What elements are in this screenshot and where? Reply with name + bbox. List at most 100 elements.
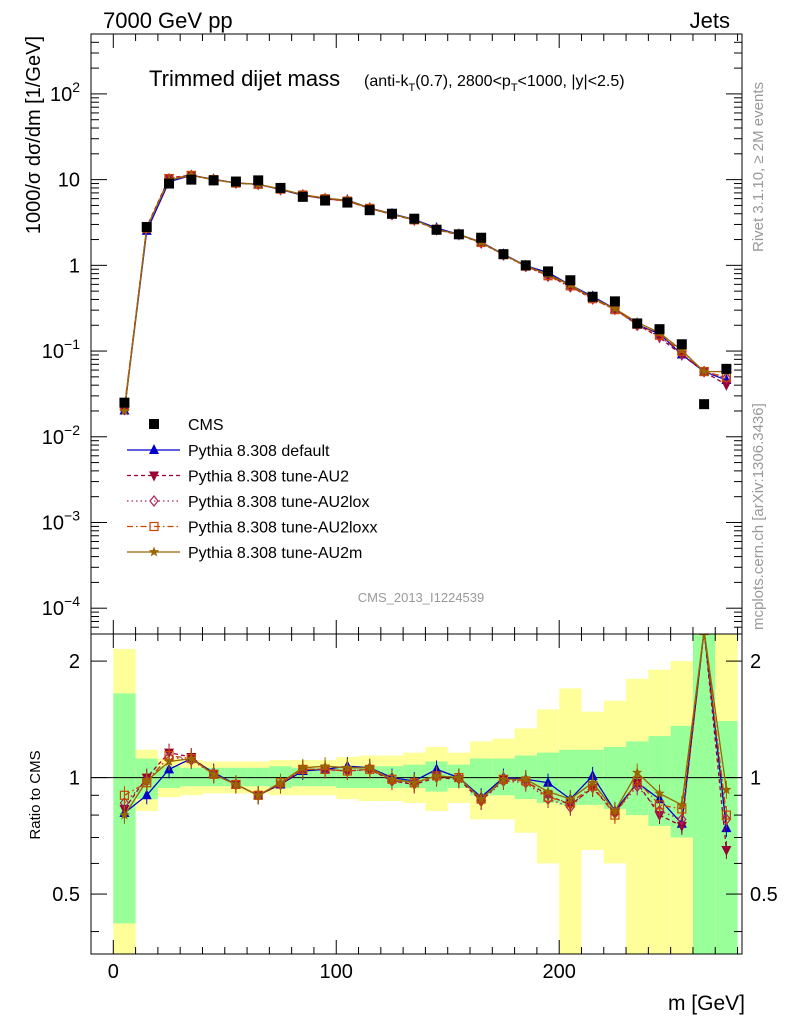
data-point	[409, 213, 420, 224]
data-point	[587, 291, 598, 302]
ratio-point-au2loxx	[119, 790, 130, 800]
main-plot: 0 100 200 10−4 10−3 10−2 10−1 1 10 102 0.5 0.5 1 1 2 2	[42, 33, 778, 983]
legend-label-au2: Pythia 8.308 tune-AU2	[188, 469, 349, 486]
ratio-point-au2lox	[677, 813, 687, 826]
x-tick-label: 0	[108, 961, 119, 983]
ratio-y-axis-label: Ratio to CMS	[27, 750, 44, 839]
data-point	[253, 175, 264, 186]
ratio-tick-label-right: 2	[750, 651, 761, 673]
y-tick-label: 102	[50, 79, 80, 106]
data-point	[342, 197, 353, 208]
ratio-point-default	[141, 789, 152, 800]
ratio-point-au2m	[409, 777, 420, 788]
data-point	[721, 363, 732, 374]
plot-title: Trimmed dijet mass (anti-kT(0.7), 2800<p…	[149, 66, 625, 94]
ratio-point-au2m	[453, 772, 465, 782]
legend-marker-au2m	[148, 546, 160, 557]
x-tick-label: 200	[542, 961, 575, 983]
data-point	[141, 222, 152, 233]
ratio-point-au2m	[542, 786, 554, 796]
ratio-line-au2m	[123, 634, 728, 816]
ratio-point-au2loxx	[721, 810, 731, 820]
data-point	[386, 208, 397, 219]
ratio-point-au2m	[700, 634, 708, 635]
data-point	[520, 260, 531, 271]
ratio-point-au2m	[163, 756, 175, 766]
ratio-point-au2m	[364, 762, 375, 773]
point-au2lox	[677, 347, 687, 360]
data-point	[297, 191, 308, 202]
ratio-point-au2m	[565, 793, 576, 804]
legend-label-data: CMS	[188, 417, 224, 434]
legend-marker-au2lox	[149, 495, 159, 507]
data-point	[632, 318, 643, 329]
legend-marker-data	[149, 419, 159, 429]
ratio-point-au2m	[676, 799, 687, 810]
main-curves	[119, 169, 732, 416]
ratio-point-au2m	[654, 787, 665, 798]
point-au2	[721, 380, 732, 391]
band-inner-bin	[470, 758, 493, 796]
band-inner-bin	[247, 767, 270, 787]
data-point	[364, 205, 375, 216]
data-point	[565, 275, 576, 286]
ratio-point-au2m	[431, 770, 442, 781]
data-point	[431, 224, 442, 235]
ratio-point-au2m	[319, 760, 331, 771]
ratio-point-au2m	[520, 773, 531, 784]
series-line-au2loxx	[123, 174, 727, 407]
y-tick-label: 10−3	[42, 507, 80, 534]
side-label-mcplots: mcplots.cern.ch [arXiv:1306.3436]	[750, 403, 767, 630]
y-tick-label: 1	[69, 255, 80, 277]
ratio-point-au2m	[632, 767, 643, 778]
ratio-point-au2m	[475, 793, 487, 804]
watermark: CMS_2013_I1224539	[358, 590, 485, 605]
ratio-tick-label: 1	[69, 768, 80, 790]
ratio-tick-label: 0.5	[52, 884, 80, 906]
ratio-point-au2m	[342, 762, 353, 773]
ratio-frame	[90, 633, 743, 955]
ratio-point-au2m	[253, 789, 264, 800]
data-point	[164, 178, 175, 189]
ratio-line-default	[124, 634, 728, 829]
y-tick-label: 10−4	[42, 593, 80, 620]
ratio-point-au2m	[119, 809, 130, 820]
data-point	[453, 229, 464, 240]
y-tick-label: 10	[58, 170, 80, 192]
band-outer-bin	[626, 678, 649, 954]
data-point	[320, 195, 331, 206]
legend-label-default: Pythia 8.308 default	[188, 443, 330, 460]
ratio-point-au2loxx	[699, 634, 709, 636]
ratio-point-au2m	[186, 753, 197, 763]
data-point	[498, 249, 509, 260]
ratio-point-au2m	[386, 773, 398, 784]
x-axis-label: m [GeV]	[668, 992, 745, 1015]
ratio-point-au2m	[609, 805, 621, 816]
ratio-point-au2m	[297, 762, 308, 773]
ratio-point-au2m	[275, 777, 286, 788]
data-point	[476, 232, 487, 243]
ratio-point-au2m	[587, 777, 598, 788]
ratio-point-default	[699, 634, 710, 635]
ratio-point-default	[543, 776, 554, 787]
ratio-tick-label-right: 1	[750, 768, 761, 790]
data-point	[275, 182, 286, 193]
data-point	[676, 339, 687, 350]
point-au2m	[119, 405, 130, 416]
series-line-au2m	[123, 174, 727, 412]
point-au2m	[609, 303, 621, 314]
ratio-tick-label-right: 0.5	[750, 884, 778, 906]
legend-label-au2m: Pythia 8.308 tune-AU2m	[188, 545, 362, 562]
ratio-point-au2m	[498, 773, 509, 784]
data-point	[654, 324, 665, 335]
ratio-tick-label: 2	[69, 651, 80, 673]
y-tick-label: 10−2	[42, 422, 80, 449]
band-inner-bin	[692, 634, 716, 954]
data-point	[543, 266, 554, 277]
ratio-point-au2m	[230, 778, 242, 789]
y-tick-label: 10−1	[42, 336, 80, 363]
point-au2lox	[721, 372, 732, 385]
side-label-rivet: Rivet 3.1.10, ≥ 2M events	[750, 82, 767, 252]
ratio-point-au2m	[208, 768, 219, 779]
point-au2m	[698, 366, 710, 376]
